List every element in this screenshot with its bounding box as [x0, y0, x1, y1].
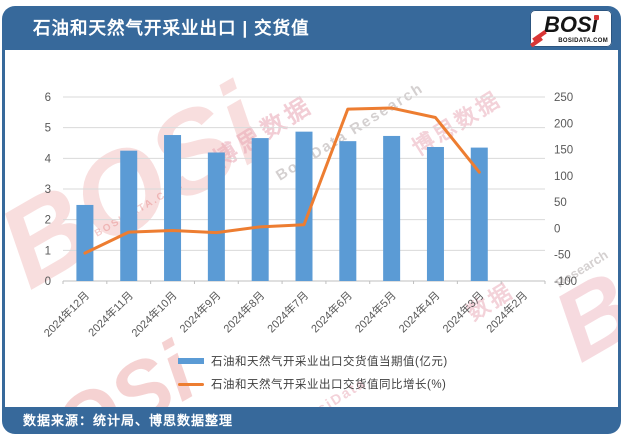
chart-legend: 石油和天然气开采业出口交货值当期值(亿元) 石油和天然气开采业出口交货值同比增长… [178, 354, 448, 391]
data-source-text: 数据来源：统计局、博思数据整理 [23, 413, 234, 428]
footer-band: 数据来源：统计局、博思数据整理 [2, 407, 621, 434]
legend-item-bar-series: 石油和天然气开采业出口交货值当期值(亿元) [178, 354, 448, 368]
logo-dot-icon [594, 15, 599, 20]
header-band: 石油和天然气开采业出口 | 交货值 BOSi BOSIDATA.COM [2, 6, 621, 50]
bar-series-swatch-icon [178, 358, 204, 364]
legend-label: 石油和天然气开采业出口交货值同比增长(%) [211, 379, 447, 391]
brand-logo-subtext: BOSIDATA.COM [558, 38, 608, 44]
brand-logo-text: BOSi [544, 12, 598, 37]
legend-label: 石油和天然气开采业出口交货值当期值(亿元) [211, 356, 448, 368]
line-series-swatch-icon [178, 382, 204, 386]
brand-logo: BOSi BOSIDATA.COM [530, 10, 612, 48]
page-title: 石油和天然气开采业出口 | 交货值 [33, 18, 310, 38]
legend-item-line-series: 石油和天然气开采业出口交货值同比增长(%) [178, 377, 448, 391]
